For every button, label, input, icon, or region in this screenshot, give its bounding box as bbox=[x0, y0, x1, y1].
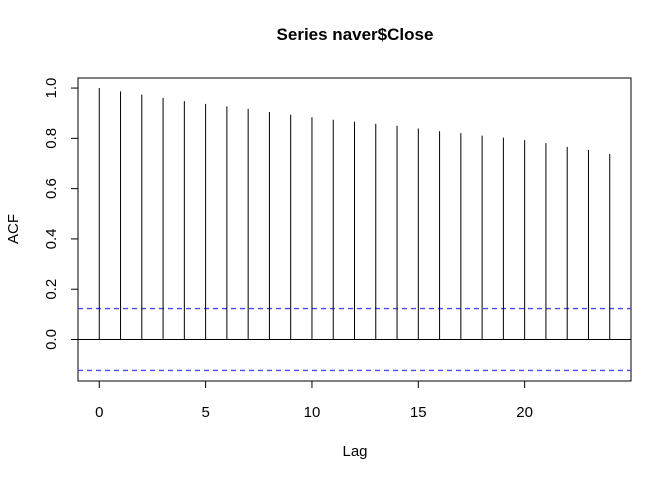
chart-title: Series naver$Close bbox=[277, 25, 434, 44]
y-tick-label: 0.0 bbox=[43, 329, 60, 350]
x-tick-label: 15 bbox=[410, 404, 427, 421]
y-tick-label: 0.4 bbox=[43, 228, 60, 249]
y-axis: 0.0 0.2 0.4 0.6 0.8 1.0 bbox=[43, 78, 79, 350]
x-axis-label: Lag bbox=[342, 443, 367, 460]
y-tick-label: 0.6 bbox=[43, 178, 60, 199]
x-axis: 0 5 10 15 20 bbox=[95, 380, 533, 421]
y-tick-label: 0.2 bbox=[43, 279, 60, 300]
x-tick-label: 10 bbox=[304, 404, 321, 421]
y-axis-label: ACF bbox=[5, 214, 22, 244]
y-tick-label: 0.8 bbox=[43, 128, 60, 149]
y-tick-label: 1.0 bbox=[43, 78, 60, 99]
x-tick-label: 20 bbox=[516, 404, 533, 421]
confidence-bounds bbox=[78, 307, 631, 372]
x-tick-label: 0 bbox=[95, 404, 103, 421]
lag-lines bbox=[98, 88, 611, 340]
x-tick-label: 5 bbox=[201, 404, 209, 421]
